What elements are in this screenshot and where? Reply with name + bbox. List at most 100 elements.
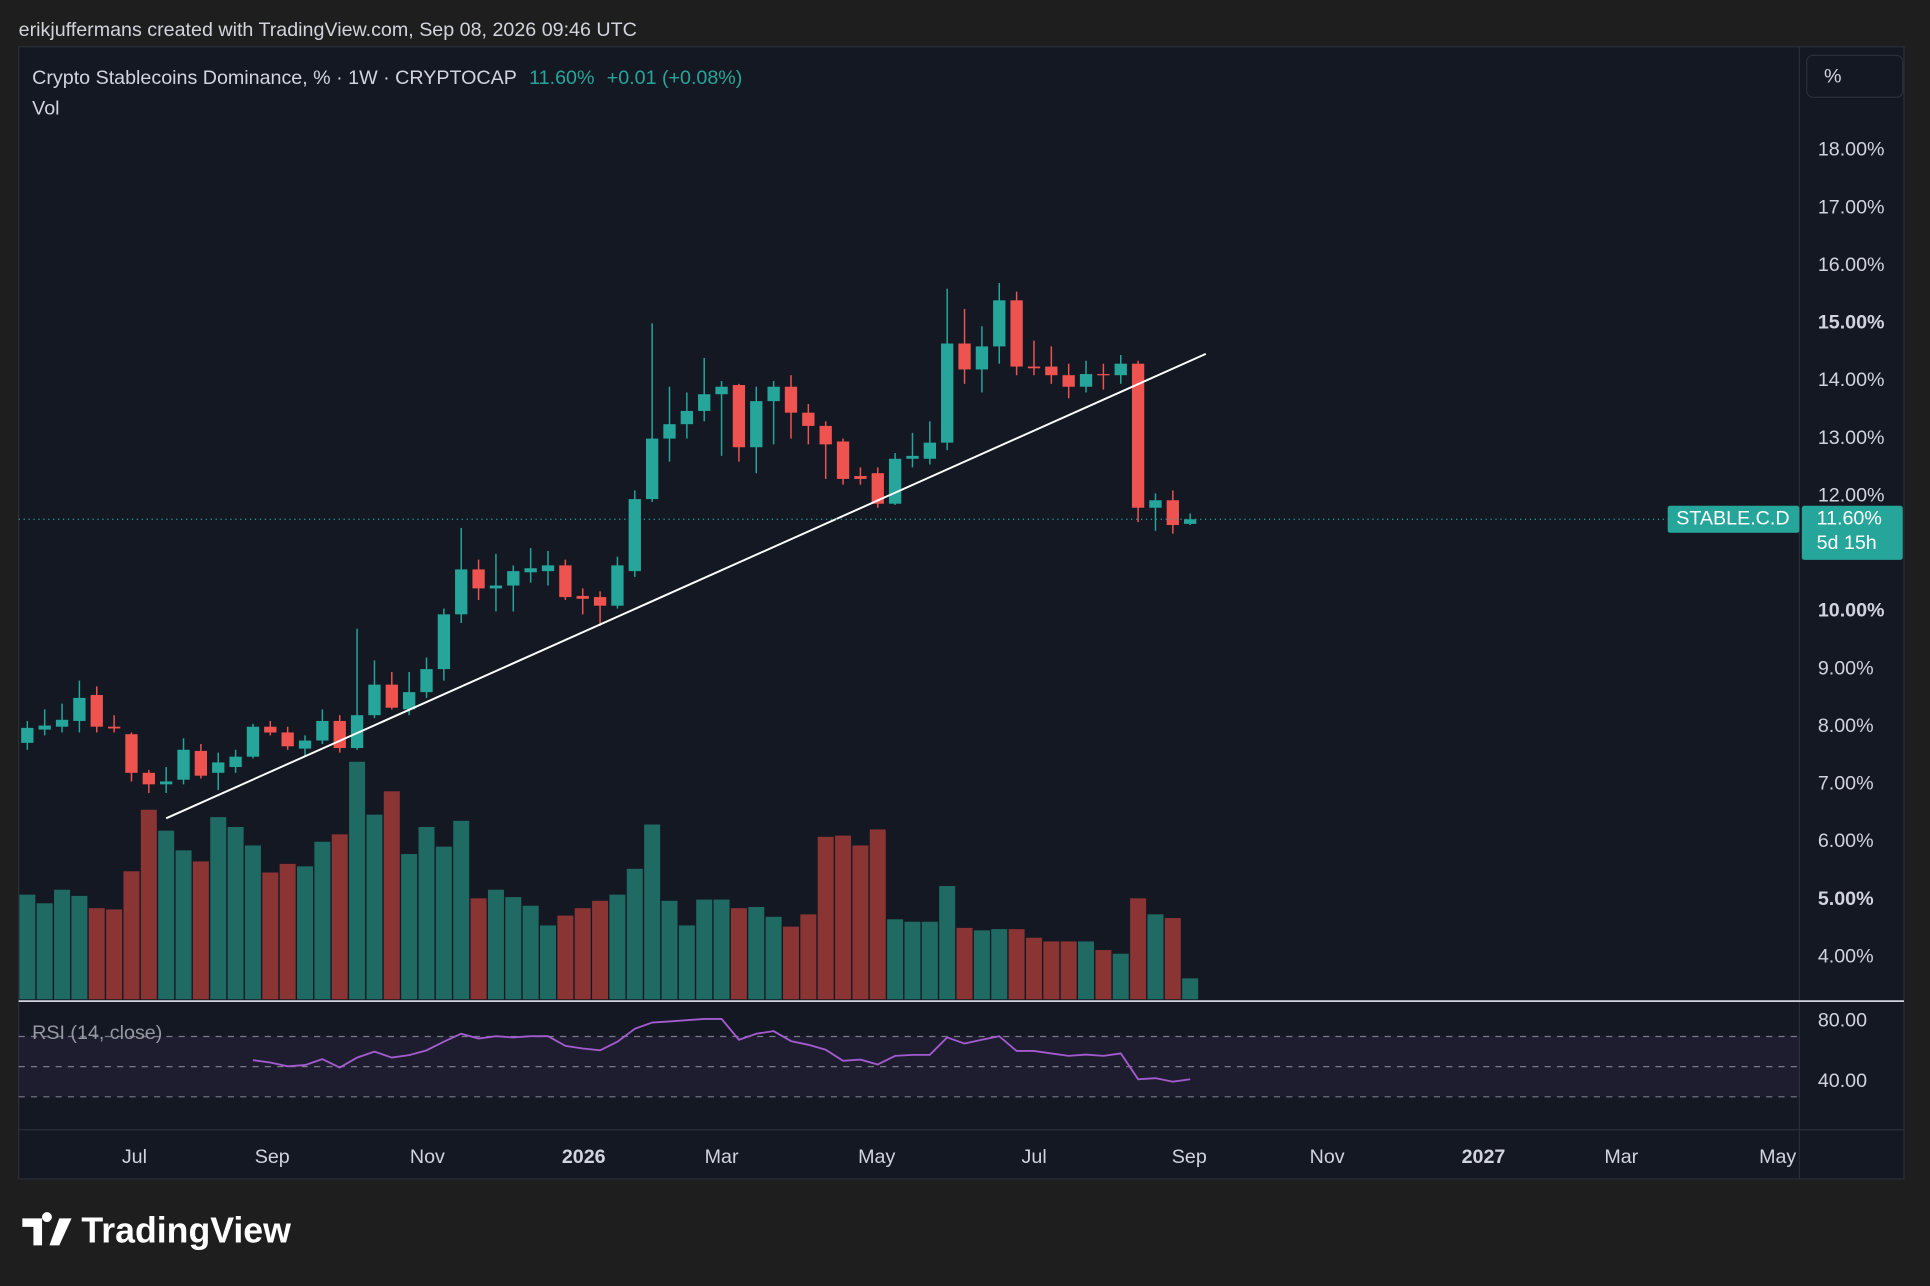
volume-bar — [1025, 937, 1042, 1000]
volume-bar — [175, 850, 192, 1000]
candle-body — [750, 401, 763, 448]
y-tick-label: 14.00% — [1818, 369, 1885, 391]
volume-bar — [418, 826, 435, 1000]
candle-body — [229, 756, 242, 768]
candle-body — [212, 762, 225, 773]
rsi-tick-label: 80.00 — [1818, 1010, 1867, 1032]
volume-bar — [314, 841, 331, 1000]
candle-body — [1079, 374, 1093, 387]
candle-body — [993, 300, 1006, 347]
volume-pane — [19, 761, 1199, 1000]
candle-body — [455, 569, 468, 615]
rsi-pane — [18, 1018, 1800, 1098]
candle-body — [871, 473, 884, 504]
volume-bar — [36, 903, 53, 1000]
x-tick-label: Mar — [705, 1146, 739, 1168]
volume-bar — [800, 914, 817, 1000]
volume-bar — [71, 895, 88, 1000]
volume-bar — [158, 830, 175, 1000]
candle-body — [923, 442, 936, 459]
y-tick-label: 10.00% — [1818, 600, 1885, 622]
candle-body — [194, 750, 208, 776]
price-pane — [18, 283, 1800, 820]
volume-bar — [1164, 918, 1181, 1000]
scale-button-label[interactable]: % — [1824, 66, 1842, 88]
volume-bar — [487, 889, 504, 1000]
candle-body — [107, 726, 121, 729]
symbol-tag-label: STABLE.C.D — [1676, 507, 1789, 529]
price-tag — [1801, 505, 1903, 560]
y-tick-label: 18.00% — [1818, 139, 1885, 161]
candle-body — [1027, 366, 1041, 369]
volume-bar — [678, 925, 695, 1000]
candle-body — [142, 772, 155, 785]
volume-bar — [973, 930, 990, 1000]
candle-body — [125, 734, 138, 773]
volume-bar — [574, 908, 591, 1000]
volume-bar — [401, 854, 418, 1000]
volume-bar — [1147, 914, 1164, 1000]
candle-body — [55, 719, 69, 727]
volume-bar — [782, 926, 799, 1000]
candle-body — [888, 458, 902, 504]
candle-body — [489, 585, 503, 589]
volume-bar — [349, 761, 366, 1000]
volume-bar — [1078, 941, 1095, 1000]
x-tick-label: Nov — [1310, 1146, 1345, 1168]
candle-body — [802, 412, 815, 426]
candle-body — [90, 695, 103, 727]
candle-body — [698, 394, 711, 411]
candle-body — [385, 684, 398, 708]
x-tick-label: Jul — [122, 1146, 147, 1168]
candle-body — [38, 725, 51, 730]
volume-bar — [140, 809, 157, 1000]
candle-body — [663, 424, 676, 439]
volume-bar — [609, 894, 626, 1000]
x-tick-label: Nov — [410, 1146, 445, 1168]
volume-bar — [956, 927, 973, 1000]
candle-body — [298, 740, 312, 749]
volume-bar — [540, 925, 557, 1000]
volume-bar — [1130, 898, 1147, 1000]
logo: TradingView — [22, 1211, 291, 1251]
y-tick-label: 16.00% — [1818, 254, 1885, 276]
candle-body — [1062, 375, 1075, 387]
candle-body — [628, 499, 641, 572]
y-tick-label: 8.00% — [1818, 715, 1874, 737]
volume-bar — [1060, 941, 1077, 1000]
trendline — [165, 352, 1207, 820]
candle-body — [264, 726, 277, 733]
rsi-line — [252, 1018, 1191, 1083]
volume-bar — [279, 863, 296, 1000]
candle-body — [593, 597, 607, 606]
axes: Jul Sep Nov 2026 Mar May Jul Sep Nov 2027 Mar May 4.… — [122, 139, 1903, 1168]
candle-body — [160, 781, 173, 785]
volume-bar — [244, 845, 261, 1000]
symbol-tag — [1667, 505, 1800, 533]
candle-body — [1114, 363, 1127, 376]
volume-bar — [470, 898, 487, 1000]
change: +0.01 (+0.08%) — [607, 67, 743, 89]
volume-bar — [331, 834, 348, 1000]
y-tick-label: 13.00% — [1818, 427, 1885, 449]
symbol-title: Crypto Stablecoins Dominance, % · 1W · C… — [32, 67, 517, 89]
candle-body — [645, 438, 659, 500]
scale-button[interactable] — [1806, 54, 1904, 98]
volume-bar — [661, 900, 678, 1000]
volume-bar — [1008, 929, 1025, 1000]
candle-body — [1166, 500, 1179, 526]
candle-body — [541, 565, 555, 572]
volume-bar — [453, 820, 470, 1000]
candle-body — [507, 571, 520, 586]
y-tick-label: 7.00% — [1818, 773, 1874, 795]
volume-bar — [887, 919, 904, 1000]
volume-bar — [1095, 950, 1112, 1000]
candle-body — [73, 697, 86, 721]
y-tick-label: 5.00% — [1818, 888, 1874, 910]
x-tick-label: Sep — [1172, 1146, 1207, 1168]
y-tick-label: 12.00% — [1818, 484, 1885, 506]
x-tick-label: 2026 — [562, 1146, 606, 1168]
y-tick-label: 17.00% — [1818, 196, 1885, 218]
volume-label: Vol — [32, 98, 59, 120]
